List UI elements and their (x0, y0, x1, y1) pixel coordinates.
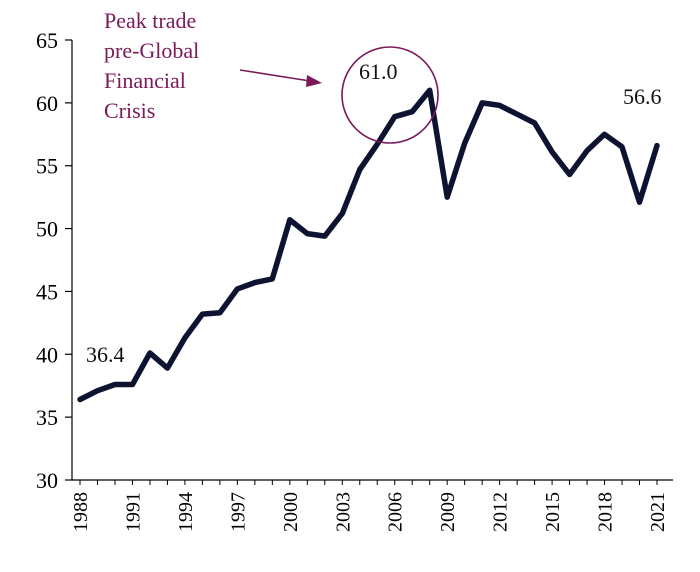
y-tick-label: 50 (36, 217, 58, 242)
x-tick-label: 2009 (437, 492, 459, 532)
annotation-text: Peak trade pre-Global Financial Crisis (104, 8, 199, 123)
x-tick-label: 2018 (595, 492, 617, 532)
x-tick-label: 2003 (332, 492, 354, 532)
y-tick-label: 40 (36, 342, 58, 367)
annotation-arrow-head (306, 75, 322, 87)
series-line (77, 87, 660, 403)
annotation-line: Crisis (104, 98, 155, 123)
start-value-label: 36.4 (86, 342, 125, 367)
y-axis-ticks: 30 35 40 45 50 55 60 65 (36, 28, 72, 493)
x-tick-label: 1991 (122, 492, 144, 532)
y-tick-label: 30 (36, 468, 58, 493)
x-tick-label: 1997 (227, 492, 249, 532)
x-axis-ticks: 1988 1991 1994 1997 2000 2003 2006 2009 2012 2015… (70, 480, 669, 532)
x-tick-label: 1988 (70, 492, 92, 532)
y-tick-label: 55 (36, 154, 58, 179)
x-tick-label: 2015 (542, 492, 564, 532)
y-tick-label: 65 (36, 28, 58, 53)
annotation-arrow-line (239, 69, 311, 82)
x-tick-label: 2000 (280, 492, 302, 532)
x-tick-label: 2012 (490, 492, 512, 532)
annotation-line: Peak trade (104, 8, 196, 33)
y-tick-label: 35 (36, 405, 58, 430)
x-tick-label: 2006 (385, 492, 407, 532)
annotation-line: Financial (104, 68, 186, 93)
y-tick-label: 60 (36, 91, 58, 116)
peak-highlight-circle (341, 46, 439, 144)
x-tick-label: 2021 (647, 492, 669, 532)
y-tick-label: 45 (36, 279, 58, 304)
end-value-label: 56.6 (623, 84, 662, 109)
peak-value-label: 61.0 (359, 59, 398, 84)
annotation-line: pre-Global (104, 38, 199, 63)
x-tick-label: 1994 (175, 492, 197, 532)
